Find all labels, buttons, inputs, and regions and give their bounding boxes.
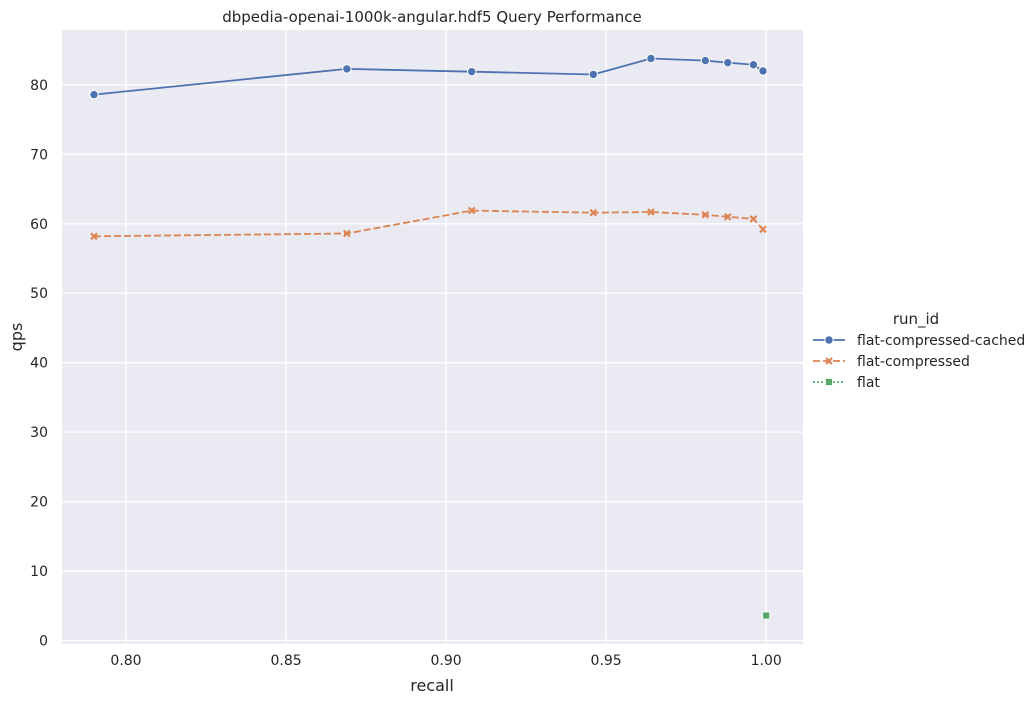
data-point-flat-compressed-cached <box>89 89 99 100</box>
legend: run_id flat-compressed-cached flat-compre… <box>813 310 1025 391</box>
y-tick-label: 50 <box>30 286 48 302</box>
data-point-flat-compressed-cached <box>748 60 759 70</box>
y-tick-label: 0 <box>39 634 48 650</box>
data-point-flat-compressed-cached <box>646 53 656 64</box>
legend-marker <box>824 335 834 345</box>
data-point-flat-compressed <box>467 206 476 215</box>
data-point-flat-compressed-cached <box>700 55 711 66</box>
data-point-flat-compressed <box>90 232 98 241</box>
data-point-flat-compressed <box>589 208 598 217</box>
legend-label: flat-compressed-cached <box>857 333 1025 349</box>
y-tick-labels: 0 10 20 30 40 50 60 70 80 <box>30 78 48 650</box>
y-tick-label: 60 <box>30 217 48 233</box>
x-tick-label: 1.00 <box>751 653 782 669</box>
y-tick-label: 20 <box>30 495 48 511</box>
y-axis-title: qps <box>7 323 26 352</box>
y-tick-label: 30 <box>30 425 48 441</box>
x-tick-label: 0.90 <box>431 653 462 669</box>
legend-entry: flat-compressed <box>813 354 970 370</box>
series-line-flat-compressed <box>93 209 764 238</box>
series-markers <box>89 53 771 620</box>
y-tick-label: 10 <box>30 564 48 580</box>
x-tick-labels: 0.80 0.85 0.90 0.95 1.00 <box>110 653 781 669</box>
y-tick-label: 80 <box>30 78 48 94</box>
grid-lines <box>62 30 803 644</box>
data-point-flat-compressed-cached <box>723 57 733 68</box>
data-point-flat-compressed <box>724 213 732 221</box>
plot-background <box>62 30 803 644</box>
x-tick-label: 0.85 <box>270 653 301 669</box>
legend-entry: flat-compressed-cached <box>813 333 1025 349</box>
data-point-flat-compressed <box>701 210 710 219</box>
data-point-flat <box>762 611 771 620</box>
data-point-flat-compressed <box>647 208 655 216</box>
data-point-flat-compressed-cached <box>758 66 768 76</box>
legend-entry: flat <box>813 375 880 391</box>
data-point-flat-compressed-cached <box>342 64 352 74</box>
data-point-flat-compressed-cached <box>588 69 599 80</box>
x-tick-label: 0.80 <box>110 653 141 669</box>
legend-label: flat-compressed <box>857 354 970 370</box>
data-point-flat-compressed-cached <box>467 66 477 77</box>
data-point-flat-compressed <box>343 229 351 238</box>
data-point-flat-compressed <box>759 225 767 234</box>
data-point-flat-compressed <box>749 215 758 223</box>
x-tick-label: 0.95 <box>591 653 622 669</box>
legend-marker <box>825 357 833 365</box>
chart-title: dbpedia-openai-1000k-angular.hdf5 Query … <box>222 8 642 26</box>
legend-label: flat <box>857 375 880 391</box>
x-axis-title: recall <box>410 676 454 695</box>
y-tick-label: 40 <box>30 356 48 372</box>
legend-marker <box>825 378 833 386</box>
legend-title: run_id <box>893 310 939 329</box>
y-tick-label: 70 <box>30 147 48 163</box>
